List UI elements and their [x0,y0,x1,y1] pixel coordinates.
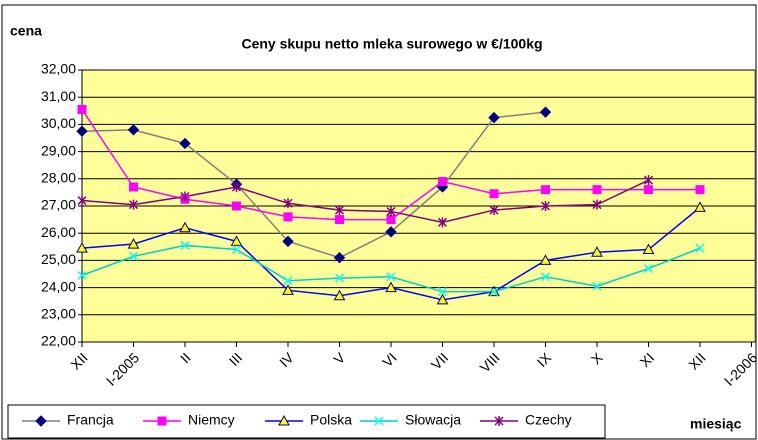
marker [644,185,653,195]
marker [592,199,602,210]
marker [180,191,190,202]
marker [488,111,500,124]
y-tick-label: 28,00 [41,170,76,186]
marker [333,289,346,301]
marker [334,205,345,216]
marker [76,242,88,253]
marker [283,198,293,209]
marker [386,215,396,225]
marker [76,125,88,137]
marker [436,293,449,305]
marker [180,240,190,250]
marker [179,137,191,150]
marker [231,181,242,192]
y-axis-label: cena [10,23,42,39]
y-tick-label: 27,00 [41,197,76,213]
marker [128,251,139,261]
marker [695,185,705,195]
y-tick-label: 31,00 [41,88,76,104]
marker [386,272,396,282]
marker [694,201,706,212]
y-tick-label: 23,00 [41,306,76,322]
marker [489,287,499,297]
marker [129,182,138,192]
marker [695,243,705,253]
marker [539,254,552,265]
marker [541,185,550,195]
marker [232,201,241,211]
marker [127,124,140,136]
marker [179,221,191,233]
marker [540,201,551,211]
x-axis-label: miesiąc [690,416,742,432]
legend-marker [35,415,47,427]
marker [128,199,139,210]
legend-marker [374,416,384,426]
marker [591,246,603,257]
marker [643,175,654,186]
series-line [81,179,649,224]
legend-marker [278,414,290,426]
marker [283,276,293,286]
legend-label: Słowacja [405,412,461,428]
marker [282,235,294,248]
marker [333,251,346,264]
marker [230,235,243,246]
marker [77,104,87,114]
legend-label: Francja [67,412,114,428]
y-tick-label: 29,00 [41,142,76,158]
marker [642,243,655,255]
y-tick-label: 30,00 [41,115,76,131]
y-tick-label: 25,00 [41,251,76,267]
marker [282,284,294,295]
legend-label: Niemcy [188,412,235,428]
marker [540,272,551,282]
series-line [81,111,546,259]
legend-marker [494,416,504,426]
marker [334,273,345,283]
marker [77,270,87,280]
marker [643,264,654,274]
marker [77,195,87,206]
marker [386,206,396,217]
legend-label: Polska [310,412,352,428]
marker [437,217,448,228]
y-tick-label: 22,00 [41,333,76,349]
chart-title: Ceny skupu netto mleka surowego w €/100k… [241,36,542,52]
marker [437,287,448,297]
y-tick-label: 24,00 [41,278,76,294]
marker [335,215,344,225]
marker [283,212,293,222]
y-tick-label: 26,00 [41,224,76,240]
y-tick-label: 32,00 [41,61,76,77]
marker [489,205,499,216]
marker [592,281,602,291]
marker [539,106,552,118]
marker [385,281,397,293]
marker [489,189,499,199]
marker [592,185,602,195]
marker [127,238,140,249]
legend-marker [157,416,167,426]
legend-label: Czechy [525,412,572,428]
marker [385,226,397,238]
marker [438,177,447,187]
marker [231,244,242,255]
